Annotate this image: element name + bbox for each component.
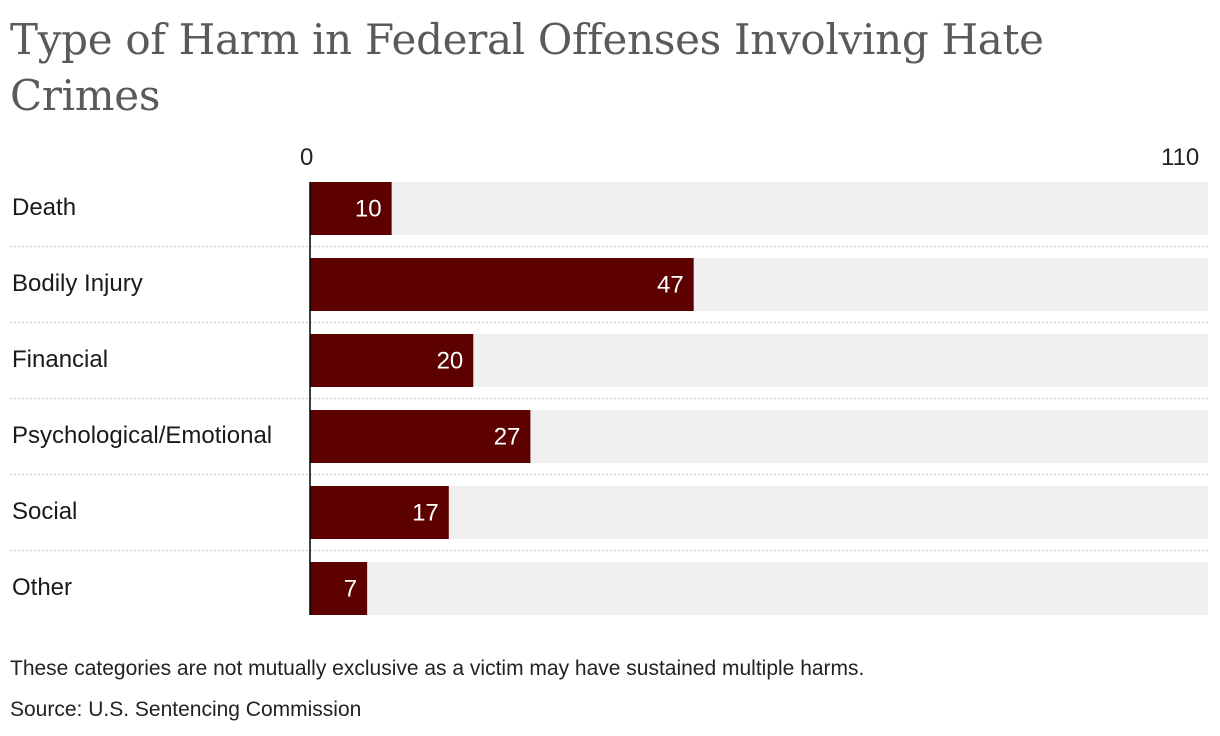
bar-bodily-injury xyxy=(310,258,694,311)
axis-max-label: 110 xyxy=(1161,144,1200,171)
bar-psychological-emotional xyxy=(310,410,531,463)
axis-min-label: 0 xyxy=(300,144,314,171)
category-label-social: Social xyxy=(12,497,78,525)
footnote: These categories are not mutually exclus… xyxy=(10,657,865,680)
value-label-psychological-emotional: 27 xyxy=(494,424,521,451)
value-label-death: 10 xyxy=(355,196,382,223)
bar-track-other xyxy=(310,562,1208,615)
value-label-social: 17 xyxy=(412,500,439,527)
bar-track-death xyxy=(310,182,1208,235)
value-label-bodily-injury: 47 xyxy=(657,272,684,299)
bar-death xyxy=(310,182,392,235)
category-label-financial: Financial xyxy=(12,345,109,373)
value-label-other: 7 xyxy=(344,576,357,603)
chart-title: Type of Harm in Federal Offenses Involvi… xyxy=(10,15,1044,120)
bar-other xyxy=(310,562,368,615)
bar-track-social xyxy=(310,486,1208,539)
category-label-bodily-injury: Bodily Injury xyxy=(12,269,143,297)
source-note: Source: U.S. Sentencing Commission xyxy=(10,698,362,721)
category-label-other: Other xyxy=(12,573,73,601)
bar-social xyxy=(310,486,449,539)
bar-financial xyxy=(310,334,474,387)
value-label-financial: 20 xyxy=(437,348,464,375)
category-label-psychological-emotional: Psychological/Emotional xyxy=(12,421,273,449)
category-label-death: Death xyxy=(12,193,77,221)
